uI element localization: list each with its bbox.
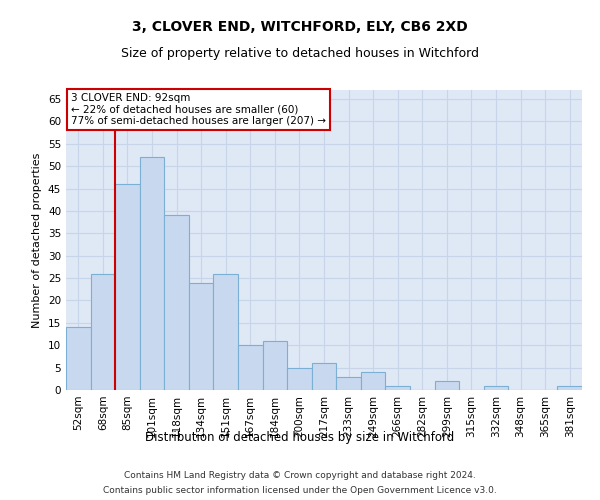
Bar [66, 328, 91, 390]
Bar [434, 381, 459, 390]
Text: Size of property relative to detached houses in Witchford: Size of property relative to detached ho… [121, 48, 479, 60]
Bar [263, 340, 287, 390]
Bar [336, 376, 361, 390]
Bar [189, 282, 214, 390]
Bar [140, 157, 164, 390]
Text: 3 CLOVER END: 92sqm
← 22% of detached houses are smaller (60)
77% of semi-detach: 3 CLOVER END: 92sqm ← 22% of detached ho… [71, 93, 326, 126]
Bar [115, 184, 140, 390]
Bar [312, 363, 336, 390]
Text: Contains HM Land Registry data © Crown copyright and database right 2024.: Contains HM Land Registry data © Crown c… [124, 471, 476, 480]
Bar [238, 345, 263, 390]
Text: 3, CLOVER END, WITCHFORD, ELY, CB6 2XD: 3, CLOVER END, WITCHFORD, ELY, CB6 2XD [132, 20, 468, 34]
Bar [385, 386, 410, 390]
Bar [91, 274, 115, 390]
Text: Contains public sector information licensed under the Open Government Licence v3: Contains public sector information licen… [103, 486, 497, 495]
Bar [164, 216, 189, 390]
Bar [287, 368, 312, 390]
Text: Distribution of detached houses by size in Witchford: Distribution of detached houses by size … [145, 431, 455, 444]
Bar [361, 372, 385, 390]
Bar [214, 274, 238, 390]
Bar [557, 386, 582, 390]
Bar [484, 386, 508, 390]
Y-axis label: Number of detached properties: Number of detached properties [32, 152, 43, 328]
